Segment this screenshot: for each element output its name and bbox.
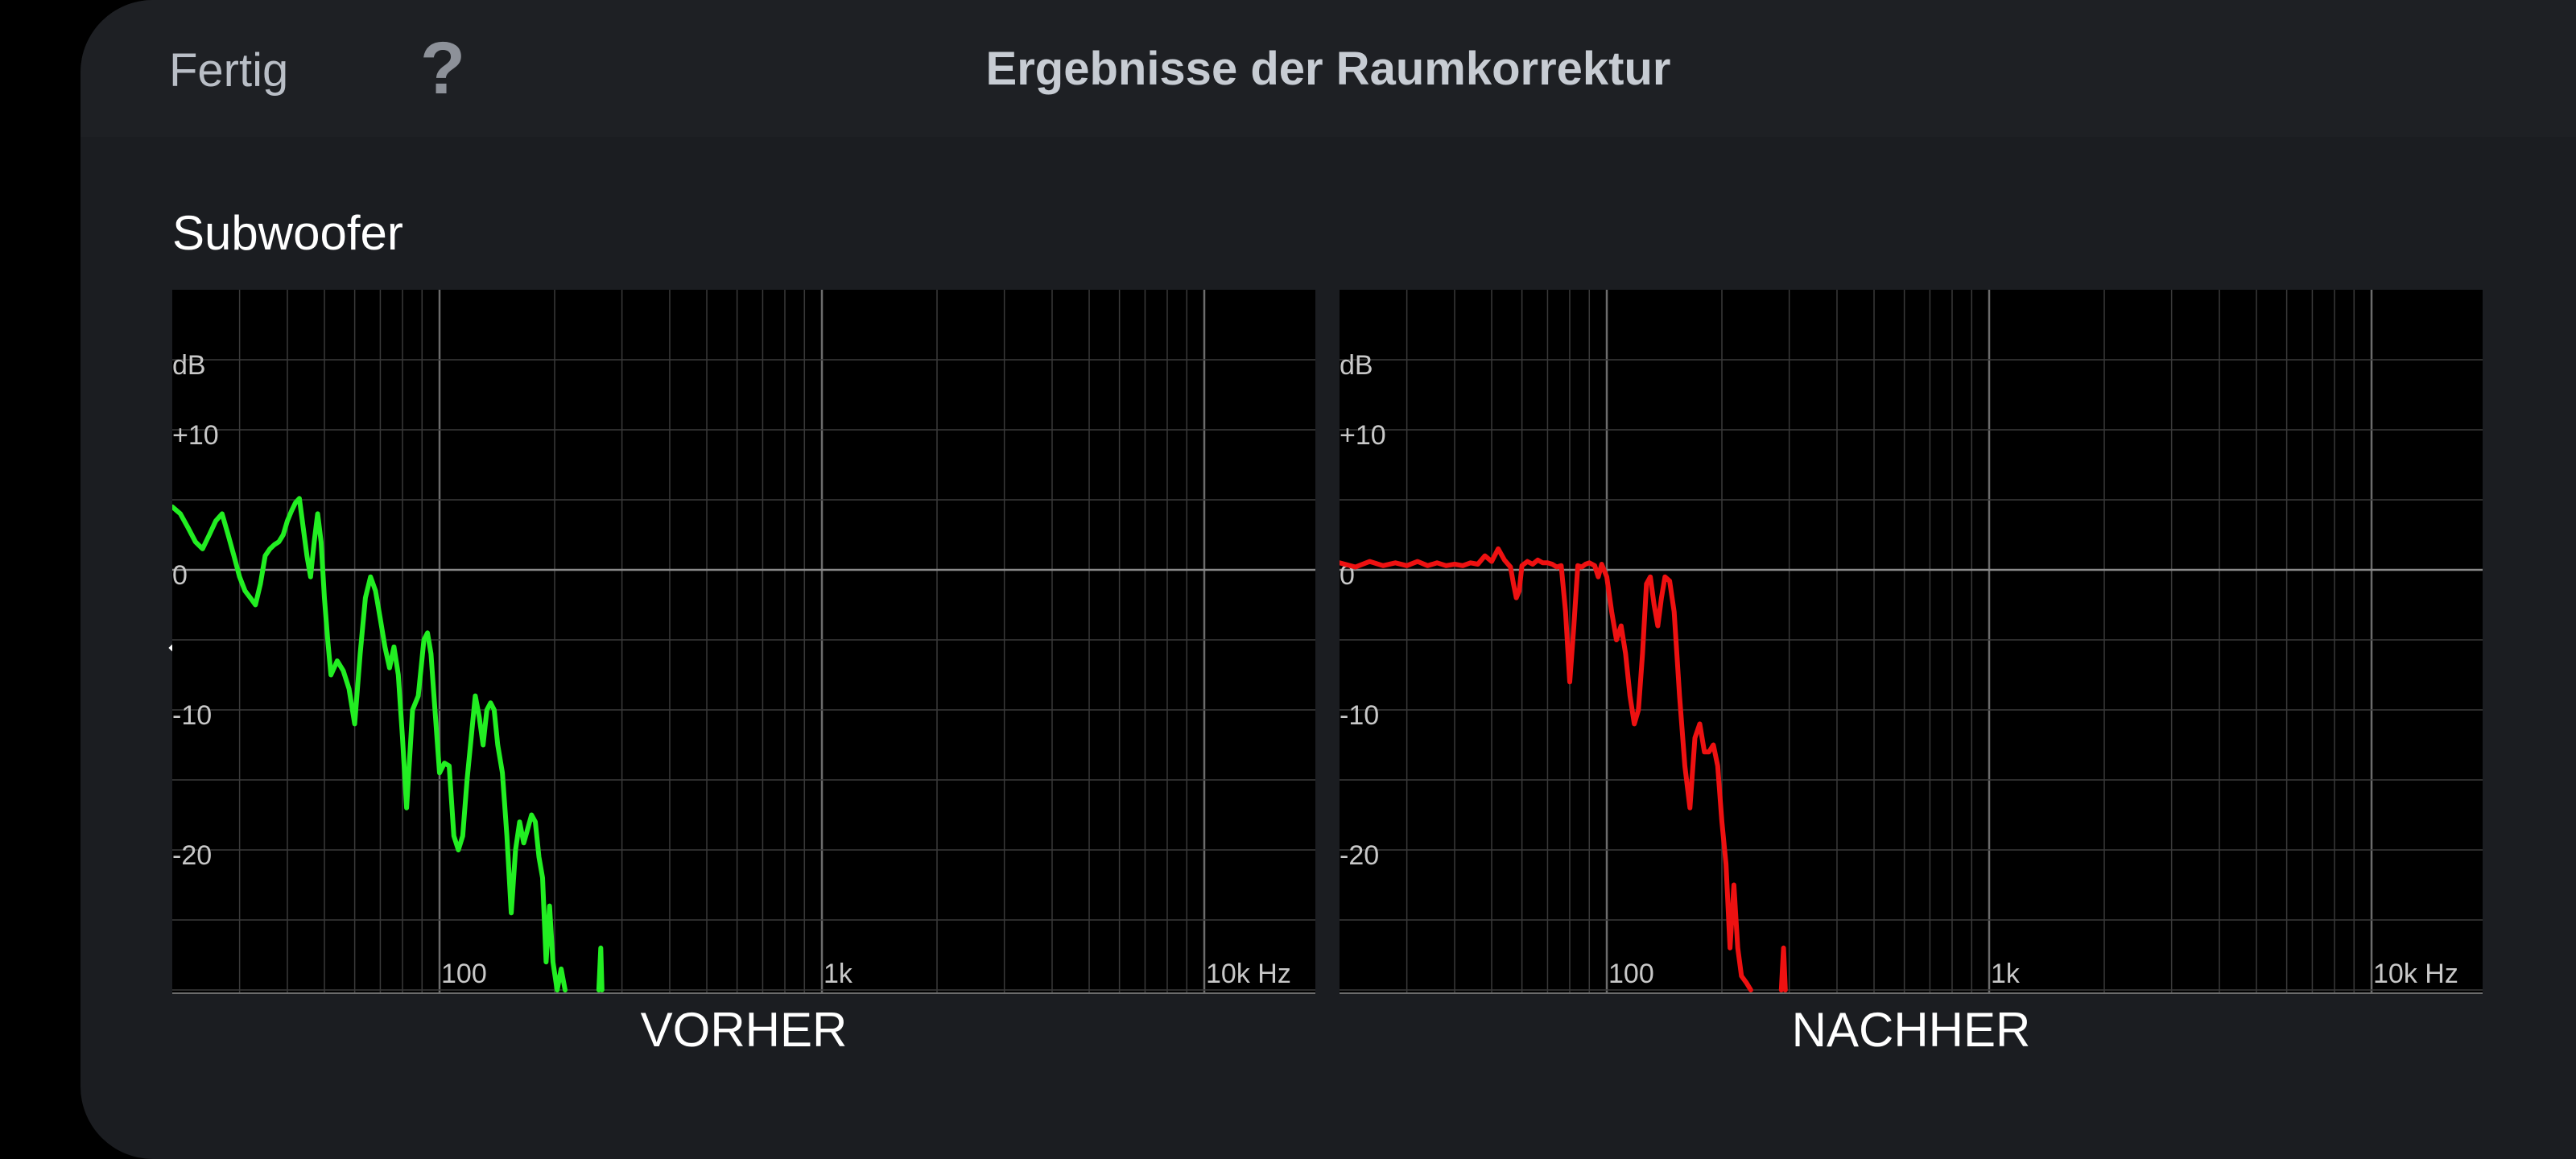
before-x-tick-label: 10k Hz <box>1206 959 1291 989</box>
before-plot-area <box>172 290 1315 994</box>
before-x-tick-label: 1k <box>824 959 853 989</box>
results-sheet: Fertig ? Ergebnisse der Raumkorrektur Su… <box>80 0 2576 1159</box>
before-x-tick-label: 100 <box>441 959 487 989</box>
after-caption: NACHHER <box>1791 1003 2031 1057</box>
after-response-curve <box>1778 945 1788 992</box>
after-y-tick-label: -20 <box>1340 840 1379 871</box>
before-response-curve <box>596 945 605 992</box>
before-y-tick-label: 0 <box>172 560 188 591</box>
header-bar: Fertig ? Ergebnisse der Raumkorrektur <box>80 0 2576 137</box>
before-chart-svg: dB +10 0 -10 -20 100 1k 10k Hz <box>172 290 1315 994</box>
question-mark-icon[interactable]: ? <box>419 27 466 109</box>
before-y-tick-label: -10 <box>172 700 212 731</box>
page-title: Ergebnisse der Raumkorrektur <box>985 43 1671 95</box>
before-y-tick-label: +10 <box>172 420 219 451</box>
after-plot-area <box>1340 290 2483 994</box>
after-y-tick-label: -10 <box>1340 700 1379 731</box>
after-x-tick-label: 10k Hz <box>2373 959 2458 989</box>
before-caption: VORHER <box>640 1003 848 1057</box>
after-y-tick-label: dB <box>1340 350 1373 381</box>
done-button[interactable]: Fertig <box>169 44 289 97</box>
after-x-tick-label: 1k <box>1991 959 2021 989</box>
after-response-curve <box>1340 546 1753 992</box>
before-y-tick-label: dB <box>172 350 206 381</box>
before-y-tick-label: -20 <box>172 840 212 871</box>
before-response-curve <box>172 496 568 992</box>
after-graph: dB +10 0 -10 -20 100 1k 10k Hz <box>1340 290 2483 994</box>
after-x-tick-label: 100 <box>1608 959 1654 989</box>
section-label-subwoofer: Subwoofer <box>172 206 403 260</box>
before-graph: dB +10 0 -10 -20 100 1k 10k Hz <box>172 290 1315 994</box>
after-y-tick-label: +10 <box>1340 420 1386 451</box>
